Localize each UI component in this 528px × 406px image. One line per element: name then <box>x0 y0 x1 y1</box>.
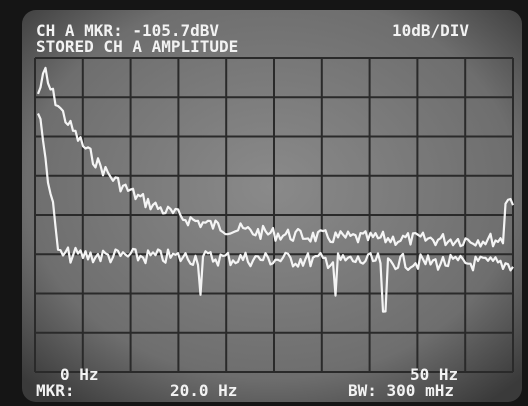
scale-readout: 10dB/DIV <box>392 21 469 40</box>
marker-frequency: 20.0 Hz <box>170 381 237 400</box>
crt <box>22 10 522 402</box>
marker-label: MKR: <box>36 381 75 400</box>
bandwidth: BW: 300 mHz <box>348 381 454 400</box>
mode-readout: STORED CH A AMPLITUDE <box>36 37 238 56</box>
analyzer-screen: CH A MKR: -105.7dBV 10dB/DIV STORED CH A… <box>0 0 528 406</box>
